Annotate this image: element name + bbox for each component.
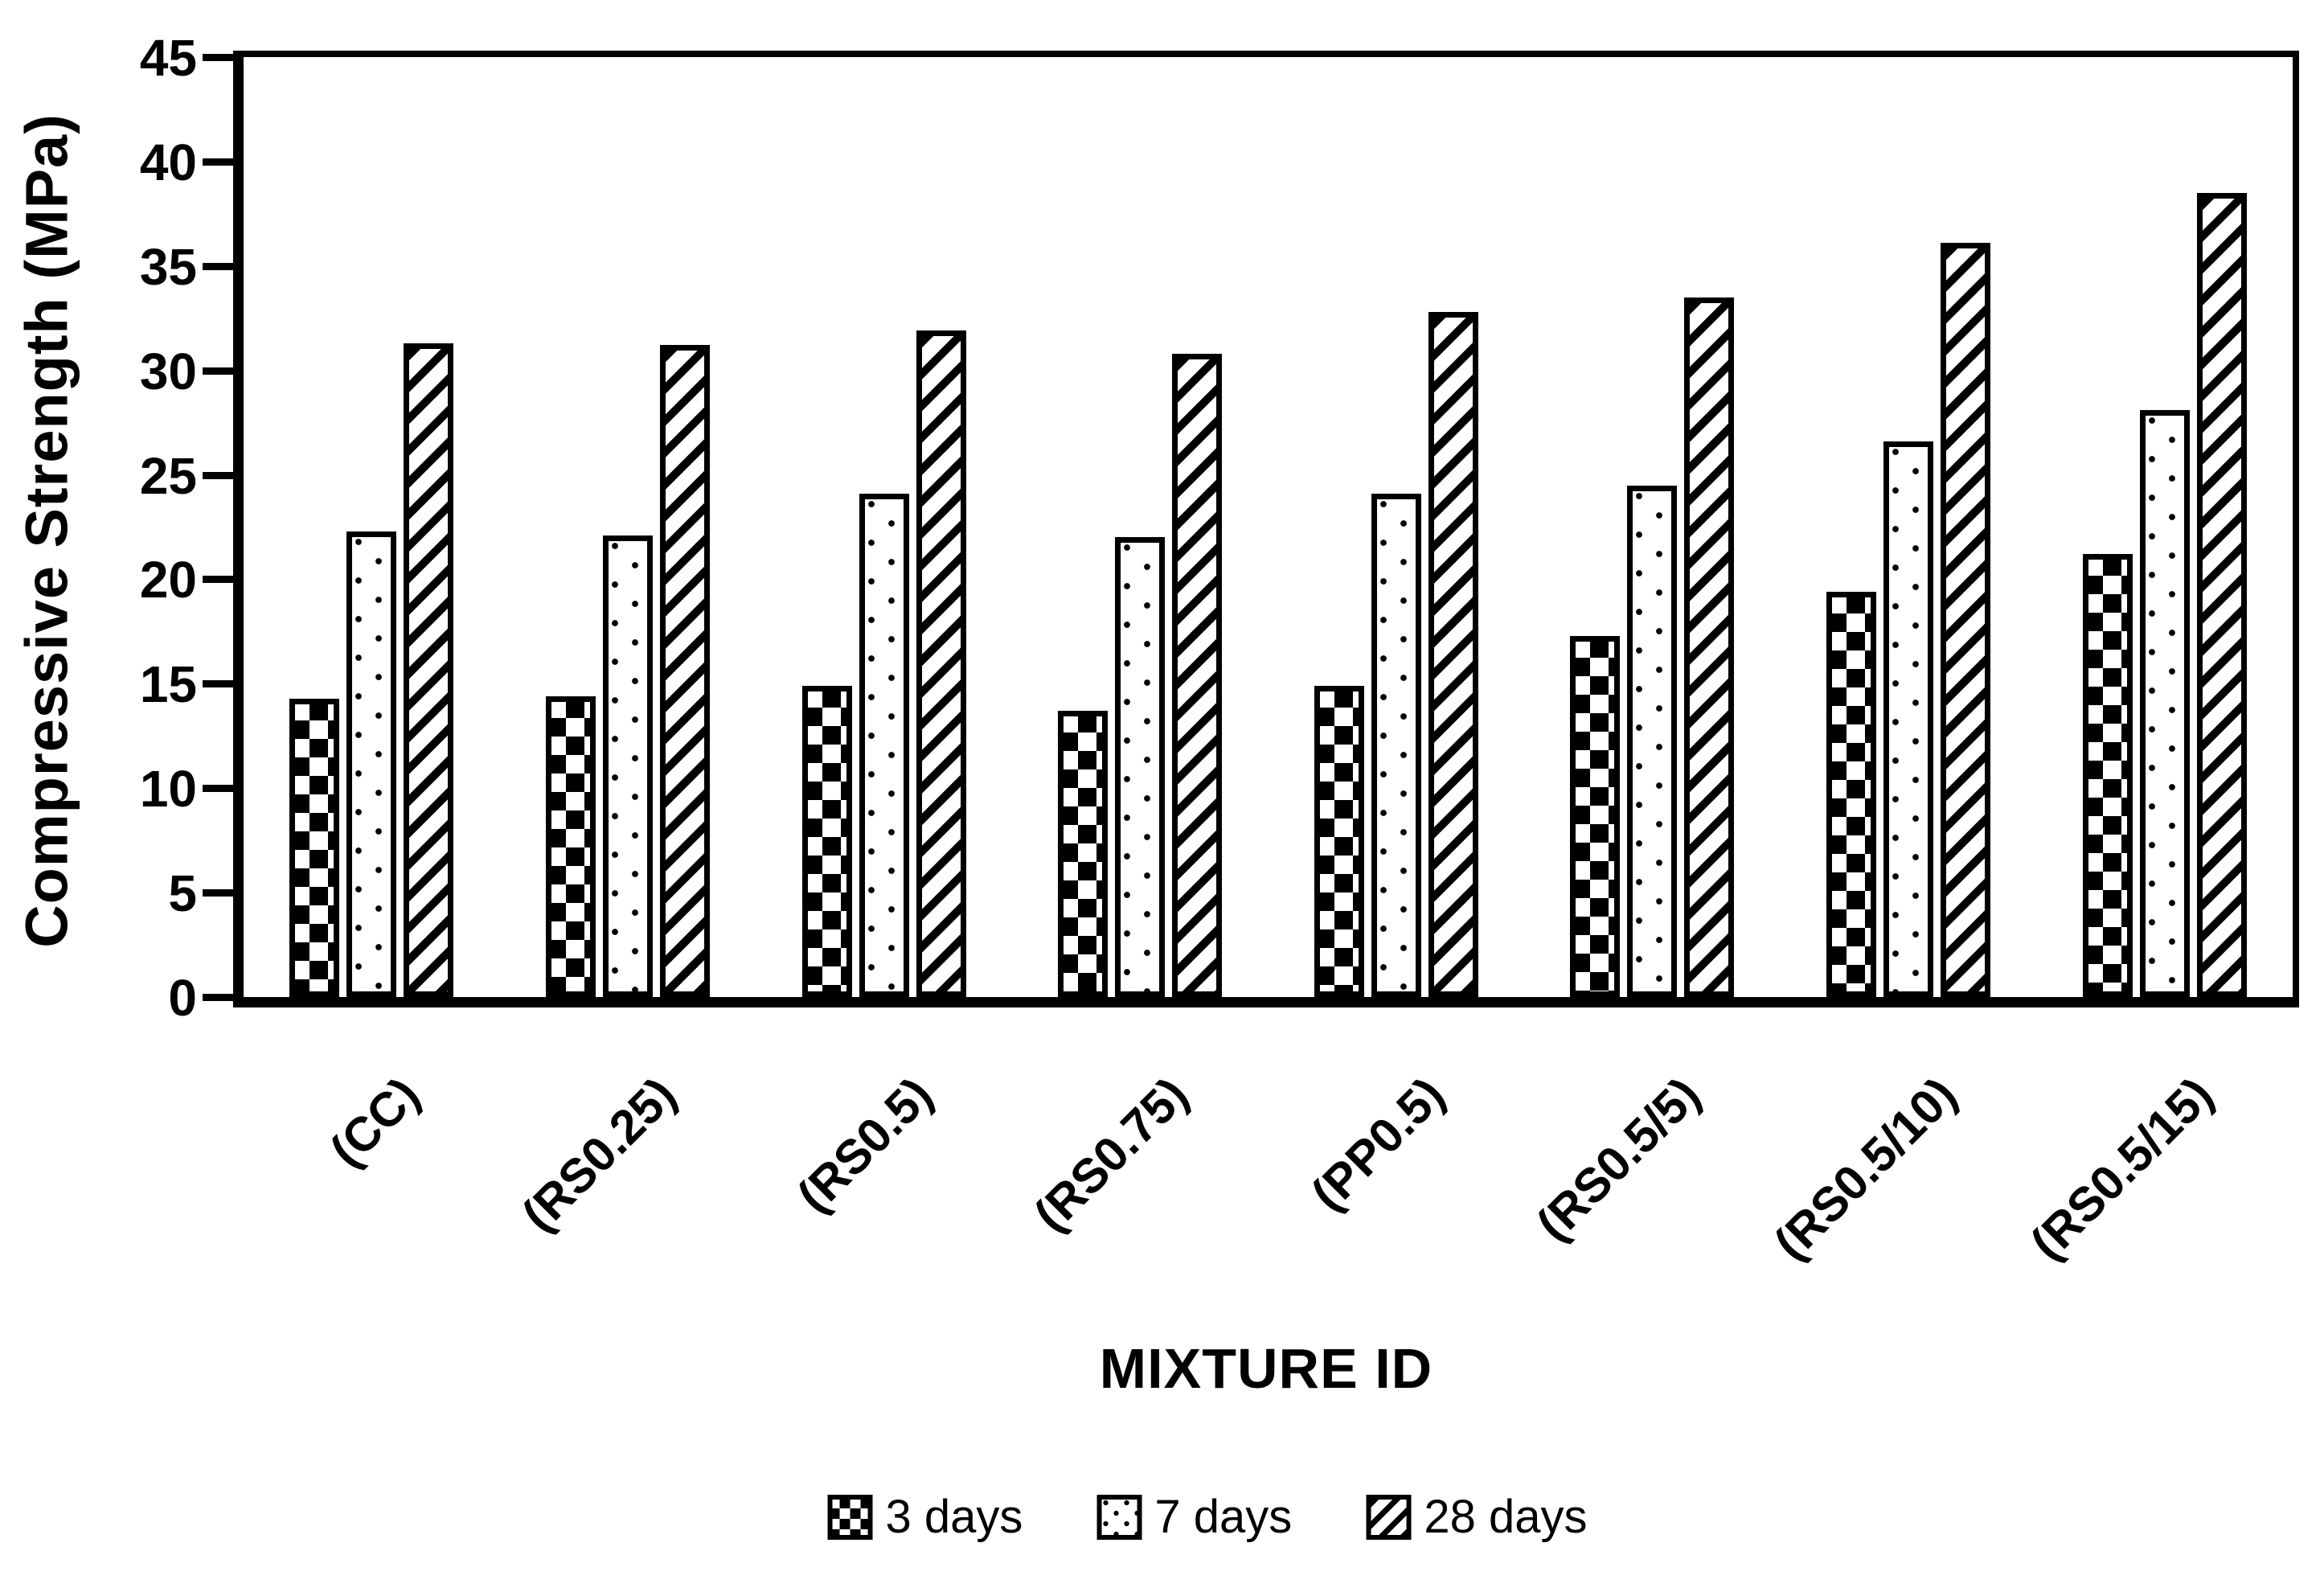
bar-7-days-PP05: [1371, 494, 1421, 997]
legend-swatch-checker-icon: [827, 1495, 873, 1540]
bar-3-days-RS0510: [1826, 592, 1876, 997]
bar-3-days-RS075: [1058, 711, 1108, 997]
y-axis-title: Compressive Strength (MPa): [13, 113, 80, 948]
y-tick-label: 45: [139, 29, 197, 87]
legend-swatch-dots-icon: [1096, 1495, 1142, 1540]
bar-7-days-CC: [346, 531, 396, 997]
bar-7-days-RS055: [1627, 486, 1677, 997]
y-tick-label: 25: [139, 446, 197, 505]
bar-7-days-RS05: [859, 494, 909, 997]
legend-item-3-days: 3 days: [827, 1491, 1023, 1543]
y-tick-label: 15: [139, 655, 197, 714]
bar-28-days-CC: [404, 343, 453, 997]
bar-28-days-PP05: [1428, 312, 1478, 997]
bar-3-days-RS05: [802, 686, 852, 997]
y-tick-label: 10: [139, 760, 197, 819]
legend-label: 3 days: [885, 1491, 1023, 1543]
y-tick-label: 0: [168, 969, 197, 1027]
bar-28-days-RS0515: [2197, 193, 2247, 997]
legend-item-28-days: 28 days: [1366, 1494, 1587, 1541]
y-tick-mark: [203, 785, 233, 793]
y-tick-label: 5: [168, 864, 197, 923]
x-category-label: (RS0.5): [786, 1067, 943, 1223]
x-category-label: (PP0.5): [1301, 1067, 1455, 1221]
x-category-label: (CC): [319, 1067, 430, 1178]
bar-28-days-RS05: [916, 330, 966, 997]
x-category-label: (RS0.75): [1023, 1067, 1199, 1242]
y-tick-mark: [203, 889, 233, 897]
x-category-label: (RS0.5/15): [2020, 1067, 2224, 1270]
bar-3-days-RS0515: [2083, 554, 2133, 997]
bar-3-days-RS055: [1570, 636, 1620, 997]
x-category-label: (RS0.5/5): [1526, 1067, 1711, 1252]
bar-28-days-RS025: [660, 345, 710, 997]
y-tick-mark: [203, 994, 233, 1001]
bar-3-days-PP05: [1314, 686, 1364, 997]
legend-label: 28 days: [1424, 1491, 1588, 1543]
bar-7-days-RS0510: [1883, 441, 1933, 997]
y-tick-mark: [203, 576, 233, 584]
legend: 3 days 7 days 28 days: [827, 1491, 1587, 1543]
bar-3-days-RS025: [546, 696, 596, 997]
legend-item-7-days: 7 days: [1096, 1494, 1292, 1541]
y-tick-label: 40: [139, 133, 197, 191]
bar-3-days-CC: [289, 699, 339, 997]
x-category-label: (RS0.5/10): [1764, 1067, 1967, 1270]
y-tick-label: 30: [139, 342, 197, 400]
legend-label: 7 days: [1154, 1491, 1293, 1543]
y-tick-mark: [203, 367, 233, 375]
y-tick-mark: [203, 471, 233, 479]
y-tick-label: 35: [139, 237, 197, 296]
y-tick-mark: [203, 54, 233, 61]
x-category-label: (RS0.25): [511, 1067, 687, 1242]
bar-7-days-RS025: [603, 535, 653, 997]
y-tick-label: 20: [139, 551, 197, 609]
legend-swatch-stripes-icon: [1366, 1495, 1412, 1540]
y-tick-mark: [203, 158, 233, 166]
x-axis-title: MIXTURE ID: [1099, 1337, 1433, 1400]
bar-7-days-RS0515: [2140, 410, 2190, 997]
bar-28-days-RS0510: [1941, 243, 1990, 997]
y-tick-mark: [203, 680, 233, 688]
bar-7-days-RS075: [1115, 537, 1165, 997]
bar-28-days-RS055: [1684, 297, 1734, 997]
bar-28-days-RS075: [1172, 354, 1222, 997]
y-tick-mark: [203, 262, 233, 270]
